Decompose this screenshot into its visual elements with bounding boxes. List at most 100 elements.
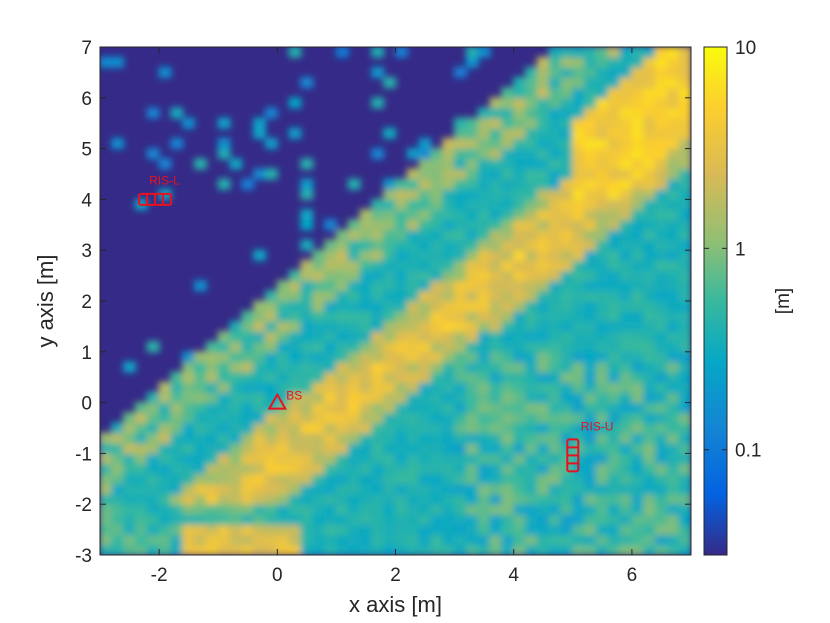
y-tick-label: 4 [81, 190, 92, 211]
heatmap-cell [560, 320, 574, 332]
heatmap-cell [442, 219, 456, 231]
heatmap-cell [465, 341, 479, 353]
heatmap-cell [655, 178, 668, 190]
heatmap-cell [465, 371, 479, 383]
heatmap-cell [406, 371, 420, 383]
heatmap-cell [123, 432, 136, 444]
heatmap-cell [134, 442, 148, 454]
heatmap-cell [501, 330, 515, 343]
heatmap-cell [158, 442, 172, 454]
heatmap-cell [489, 330, 503, 343]
heatmap-cell [359, 229, 373, 241]
heatmap-cell [454, 66, 467, 78]
heatmap-cell [395, 280, 408, 292]
heatmap-cell [678, 473, 691, 485]
heatmap-cell [595, 290, 609, 302]
heatmap-cell [454, 422, 467, 434]
heatmap-cell [324, 280, 337, 292]
marker-label: RIS-L [149, 173, 180, 187]
heatmap-cell [572, 66, 586, 78]
heatmap-cell [525, 483, 538, 495]
heatmap-cell [100, 524, 113, 536]
heatmap-cell [288, 432, 302, 444]
heatmap-cell [548, 87, 562, 99]
heatmap-cell [678, 534, 691, 546]
heatmap-cell [607, 209, 621, 221]
heatmap-cell [229, 432, 243, 444]
heatmap-cell [548, 544, 562, 555]
heatmap-cell [383, 361, 396, 373]
heatmap-cell [477, 209, 491, 221]
heatmap-cell [525, 422, 538, 434]
heatmap-cell [548, 137, 562, 150]
heatmap-cell [572, 87, 586, 99]
heatmap-cell [229, 320, 243, 332]
heatmap-cell [560, 47, 574, 58]
heatmap-cell [536, 381, 550, 393]
heatmap-cell [454, 534, 467, 546]
heatmap-cell [383, 76, 396, 89]
heatmap-cell [477, 107, 491, 119]
heatmap-cell [619, 209, 633, 221]
heatmap-cell [288, 290, 302, 302]
heatmap-cell [300, 544, 314, 555]
heatmap-cell [312, 503, 326, 515]
heatmap-cell [666, 158, 680, 170]
heatmap-cell [477, 198, 491, 211]
heatmap-cell [123, 452, 136, 465]
heatmap-cell [442, 524, 456, 536]
heatmap-cell [666, 473, 680, 485]
heatmap-cell [170, 503, 184, 515]
heatmap-cell [643, 513, 657, 526]
heatmap-cell [288, 534, 302, 546]
heatmap-cell [477, 493, 491, 505]
heatmap-cell [465, 391, 479, 404]
heatmap-cell [134, 422, 148, 434]
heatmap-cell [406, 391, 420, 404]
heatmap-cell [678, 239, 691, 251]
heatmap-cell [501, 534, 515, 546]
heatmap-cell [513, 310, 527, 322]
heatmap-cell [655, 66, 668, 78]
heatmap-cell [100, 503, 113, 515]
heatmap-cell [217, 513, 231, 526]
heatmap-cell [631, 452, 645, 465]
heatmap-cell [134, 534, 148, 546]
heatmap-cell [465, 198, 479, 211]
heatmap-cell [406, 463, 420, 475]
heatmap-cell [465, 56, 479, 68]
heatmap-cell [300, 351, 314, 363]
heatmap-cell [406, 361, 420, 373]
heatmap-cell [288, 503, 302, 515]
heatmap-cell [666, 239, 680, 251]
heatmap-cell [430, 371, 444, 383]
heatmap-cell [430, 239, 444, 251]
heatmap-cell [442, 371, 456, 383]
heatmap-cell [359, 351, 373, 363]
heatmap-cell [560, 66, 574, 78]
heatmap-cell [560, 483, 574, 495]
heatmap-cell [442, 198, 456, 211]
heatmap-cell [655, 320, 668, 332]
heatmap-cell [548, 97, 562, 109]
heatmap-cell [300, 209, 314, 221]
heatmap-cell [442, 422, 456, 434]
heatmap-cell [123, 473, 136, 485]
heatmap-cell [501, 270, 515, 282]
heatmap-cell [477, 513, 491, 526]
heatmap-cell [607, 412, 621, 424]
heatmap-cell [217, 493, 231, 505]
heatmap-cell [383, 310, 396, 322]
heatmap-cell [406, 432, 420, 444]
heatmap-cell [631, 76, 645, 89]
heatmap-cell [595, 229, 609, 241]
heatmap-cell [619, 107, 633, 119]
heatmap-cell [525, 524, 538, 536]
heatmap-cell [513, 117, 527, 129]
heatmap-cell [643, 391, 657, 404]
heatmap-cell [477, 229, 491, 241]
heatmap-cell [264, 432, 278, 444]
heatmap-cell [525, 158, 538, 170]
heatmap-cell [359, 483, 373, 495]
